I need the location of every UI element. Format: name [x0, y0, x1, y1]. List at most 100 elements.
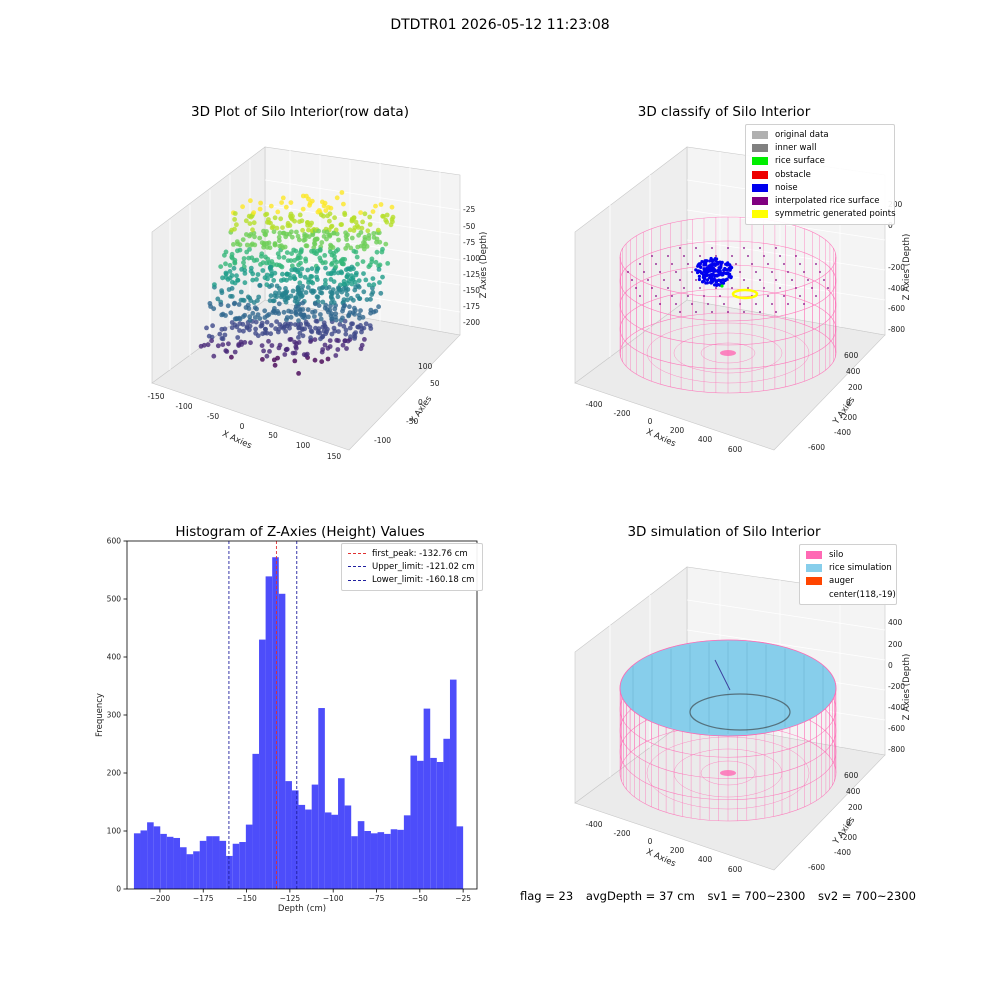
interpolated-point [695, 311, 697, 313]
raw-point [289, 263, 295, 269]
interpolated-point [655, 295, 657, 297]
raw-point [323, 265, 328, 271]
raw-x-axis-label: X Axies [221, 429, 254, 452]
raw-point [249, 255, 255, 261]
raw-point [224, 349, 230, 354]
raw-point [371, 282, 377, 288]
raw-point [257, 283, 263, 288]
noise-point [721, 278, 725, 282]
raw-point [327, 218, 332, 224]
raw-point [236, 302, 242, 307]
raw-point [347, 304, 352, 310]
noise-point [698, 262, 703, 266]
simulation-grid-line [686, 599, 886, 631]
interpolated-point [711, 247, 713, 249]
classify-y-tick: -200 [840, 413, 857, 422]
histogram-bar [324, 812, 332, 889]
raw-point [319, 349, 325, 355]
raw-z-tick: -100 [463, 254, 480, 263]
noise-point [708, 259, 712, 263]
raw-point [296, 340, 302, 345]
noise-point [709, 256, 713, 261]
interpolated-point [731, 255, 733, 257]
raw-point [324, 329, 329, 335]
raw-point [264, 244, 270, 250]
raw-point [280, 195, 286, 201]
raw-z-tick: -200 [463, 318, 480, 327]
raw-point [369, 256, 375, 262]
legend-swatch [752, 157, 768, 166]
noise-point [716, 283, 721, 287]
simulation-x-tick: 200 [670, 846, 685, 855]
histogram-y-tick-label: 100 [107, 827, 122, 836]
raw-point [319, 359, 325, 364]
raw-point [341, 201, 346, 207]
raw-point [247, 233, 252, 239]
raw-point [361, 271, 366, 276]
classify-grid-line [686, 239, 886, 271]
raw-point [276, 238, 282, 244]
raw-point [257, 235, 263, 241]
raw-point [299, 294, 304, 299]
interpolated-point [667, 287, 669, 289]
raw-point [360, 259, 366, 264]
raw-point [299, 266, 305, 272]
raw-point [354, 254, 360, 260]
interpolated-point [699, 255, 701, 257]
legend-swatch [806, 563, 822, 572]
histogram-y-tick-label: 300 [107, 711, 122, 720]
interpolated-point [679, 311, 681, 313]
raw-point [252, 234, 257, 240]
raw-point [305, 322, 311, 327]
legend-swatch [752, 210, 768, 219]
raw-point [273, 290, 278, 296]
raw-point [286, 308, 291, 314]
raw-point [356, 284, 362, 290]
raw-point [223, 275, 229, 280]
interpolated-point [735, 263, 737, 265]
noise-point [708, 280, 713, 285]
raw-point [258, 200, 263, 206]
classify-z-tick: -800 [888, 325, 905, 334]
legend-swatch [806, 577, 822, 586]
histogram-x-tick-label: −100 [323, 894, 344, 903]
raw-point [251, 220, 257, 226]
interpolated-point [759, 279, 761, 281]
raw-point [331, 325, 337, 331]
raw-point [297, 306, 303, 312]
raw-point [345, 272, 351, 278]
raw-point [257, 316, 263, 321]
raw-point [264, 282, 270, 288]
histogram-bar [291, 790, 299, 889]
raw-point [340, 308, 345, 314]
raw-point [215, 343, 221, 349]
interpolated-point [691, 271, 693, 273]
raw-point [367, 222, 373, 227]
raw-point [222, 326, 228, 332]
classify-z-tick: 0 [888, 221, 893, 230]
raw-z-tick: -175 [463, 302, 480, 311]
raw-point [318, 316, 324, 322]
raw-point [344, 346, 349, 351]
sv2-text: sv2 = 700~2300 [818, 889, 916, 903]
raw-point [358, 210, 363, 216]
raw-point [322, 200, 328, 206]
interpolated-point [759, 247, 761, 249]
legend-entry: noise [752, 181, 888, 194]
simulation-x-tick: -200 [613, 829, 630, 838]
classify-y-axis-label: Y Axies [831, 395, 858, 427]
legend-entry: interpolated rice surface [752, 194, 888, 207]
interpolated-point [651, 287, 653, 289]
noise-point [721, 271, 726, 275]
raw-point [237, 321, 243, 326]
interpolated-point [787, 303, 789, 305]
raw-point [209, 338, 215, 344]
raw-point [329, 262, 334, 267]
histogram-y-tick-label: 400 [107, 653, 122, 662]
raw-point [234, 222, 239, 228]
interpolated-point [767, 295, 769, 297]
histogram-bar [272, 557, 279, 889]
raw-point [276, 301, 282, 307]
raw-point [349, 235, 355, 241]
avg-depth-text: avgDepth = 37 cm [585, 889, 695, 903]
